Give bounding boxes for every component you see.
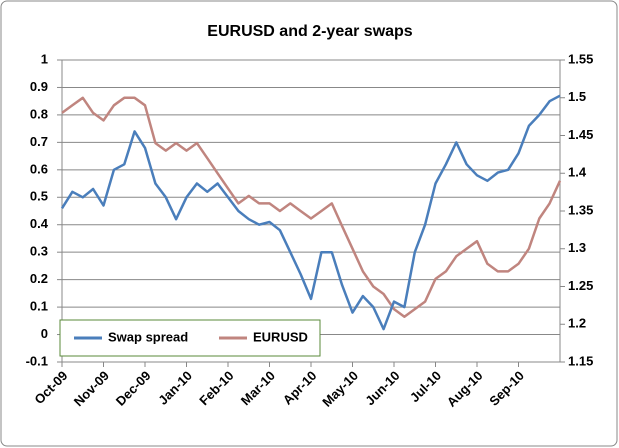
y-tick-label: 0.3 — [30, 244, 48, 259]
y2-tick-label: 1.2 — [568, 316, 586, 331]
series-line — [61, 96, 562, 318]
legend-box — [59, 319, 321, 357]
y2-tick-label: 1.45 — [568, 127, 593, 142]
y2-tick-label: 1.15 — [568, 353, 593, 368]
y-tick-label: -0.1 — [26, 353, 48, 368]
y-tick-label: 0.7 — [30, 134, 48, 149]
y2-tick-label: 1.4 — [568, 165, 587, 180]
legend-label: EURUSD — [253, 329, 308, 344]
series-line — [60, 94, 561, 331]
y2-tick-label: 1.25 — [568, 278, 593, 293]
y-tick-label: 1 — [41, 51, 48, 66]
y2-tick-label: 1.5 — [568, 89, 586, 104]
y2-tick-label: 1.3 — [568, 240, 586, 255]
y-tick-label: 0.2 — [30, 271, 48, 286]
y-tick-label: 0.5 — [30, 189, 48, 204]
y2-tick-label: 1.35 — [568, 202, 593, 217]
chart-title: EURUSD and 2-year swaps — [207, 23, 413, 40]
y-tick-label: 0 — [41, 326, 48, 341]
y-tick-label: 0.8 — [30, 106, 48, 121]
y-tick-label: 0.9 — [30, 79, 48, 94]
y-tick-label: 0.1 — [30, 299, 48, 314]
legend-label: Swap spread — [108, 329, 188, 344]
y-tick-label: 0.4 — [30, 216, 49, 231]
y2-tick-label: 1.55 — [568, 51, 593, 66]
y-tick-label: 0.6 — [30, 161, 48, 176]
